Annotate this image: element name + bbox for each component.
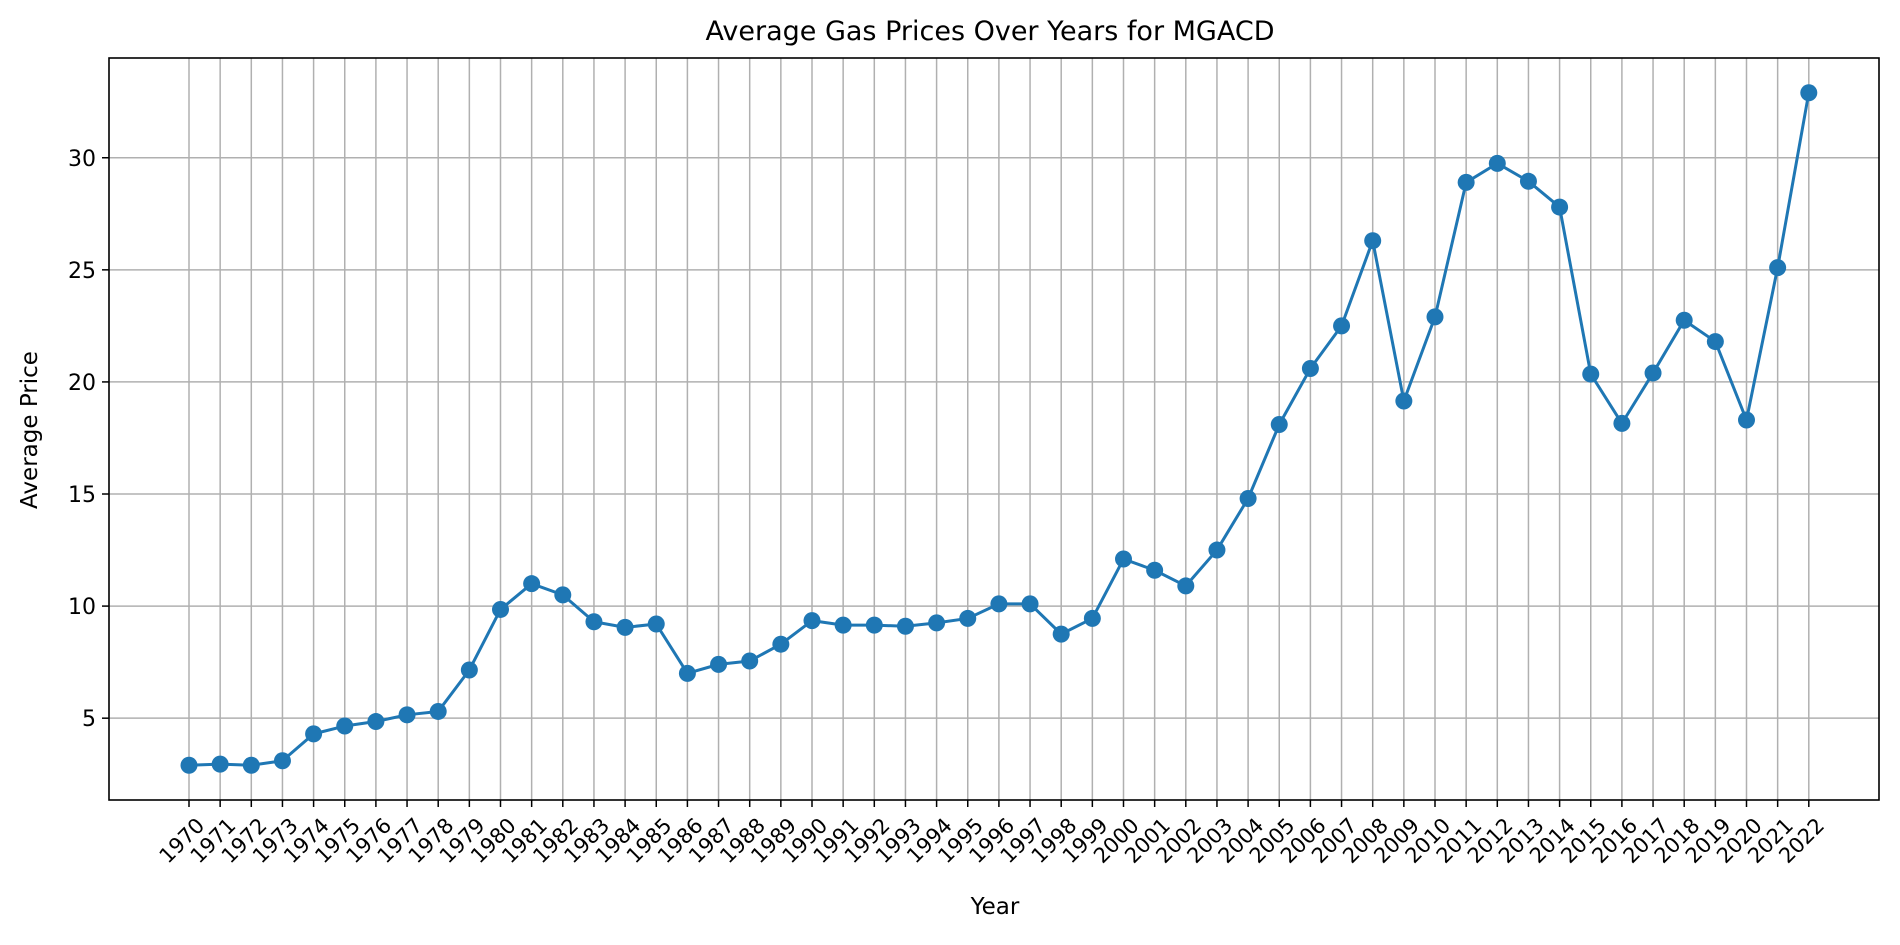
data-point bbox=[865, 616, 883, 634]
data-point bbox=[211, 755, 229, 773]
chart-title: Average Gas Prices Over Years for MGACD bbox=[706, 16, 1275, 47]
data-point bbox=[1146, 561, 1164, 579]
data-point bbox=[1738, 411, 1755, 429]
data-point bbox=[834, 616, 852, 634]
data-point bbox=[616, 618, 634, 636]
data-point bbox=[1800, 84, 1818, 102]
data-point bbox=[1613, 414, 1631, 432]
data-point bbox=[1426, 308, 1444, 326]
data-point bbox=[398, 706, 416, 724]
data-point bbox=[803, 612, 821, 630]
data-point bbox=[990, 595, 1008, 613]
data-point bbox=[1270, 416, 1288, 434]
data-point bbox=[1333, 317, 1351, 335]
data-point bbox=[710, 655, 728, 673]
y-tick-label: 10 bbox=[68, 595, 96, 620]
data-point bbox=[180, 756, 198, 774]
data-point bbox=[367, 713, 385, 731]
grid-lines bbox=[109, 58, 1879, 800]
series-price bbox=[180, 84, 1818, 774]
data-point bbox=[1364, 232, 1382, 250]
data-point bbox=[1644, 364, 1662, 382]
data-point bbox=[1675, 311, 1693, 329]
data-point bbox=[1052, 625, 1070, 643]
x-axis-label: Year bbox=[970, 894, 1020, 920]
data-point bbox=[429, 702, 447, 720]
data-point bbox=[585, 613, 603, 631]
y-axis-label: Average Price bbox=[17, 351, 43, 509]
data-point bbox=[1301, 359, 1319, 377]
data-point bbox=[1551, 198, 1569, 216]
data-point bbox=[1239, 489, 1257, 507]
y-tick-label: 15 bbox=[68, 483, 96, 508]
data-point bbox=[1208, 541, 1226, 559]
data-point bbox=[1115, 550, 1132, 568]
data-point bbox=[1769, 259, 1787, 277]
data-point bbox=[492, 600, 509, 618]
data-point bbox=[242, 756, 260, 774]
data-point bbox=[1582, 365, 1600, 383]
data-point bbox=[772, 635, 790, 653]
data-point bbox=[305, 725, 323, 743]
data-point bbox=[959, 609, 977, 627]
data-point bbox=[1083, 609, 1101, 627]
data-point bbox=[460, 661, 478, 679]
y-tick-label: 20 bbox=[68, 371, 96, 396]
data-point bbox=[1457, 173, 1475, 191]
y-tick-label: 30 bbox=[68, 147, 96, 172]
data-point bbox=[647, 615, 665, 633]
data-point bbox=[273, 752, 291, 770]
data-point bbox=[678, 664, 696, 682]
y-tick-label: 25 bbox=[68, 259, 96, 284]
data-point bbox=[1706, 333, 1724, 351]
data-point bbox=[1519, 172, 1537, 190]
data-point bbox=[1177, 577, 1195, 595]
data-point bbox=[741, 652, 759, 670]
data-point bbox=[1021, 595, 1039, 613]
data-point bbox=[1395, 392, 1413, 410]
axis-ticks: 1970197119721973197419751976197719781979… bbox=[68, 147, 1829, 868]
data-point bbox=[928, 614, 946, 632]
data-point bbox=[554, 586, 572, 604]
plot-frame bbox=[108, 57, 1880, 801]
data-point bbox=[1488, 154, 1506, 172]
y-tick-label: 5 bbox=[82, 707, 96, 732]
data-point bbox=[523, 575, 541, 593]
data-point bbox=[336, 717, 354, 735]
data-point bbox=[896, 617, 914, 635]
